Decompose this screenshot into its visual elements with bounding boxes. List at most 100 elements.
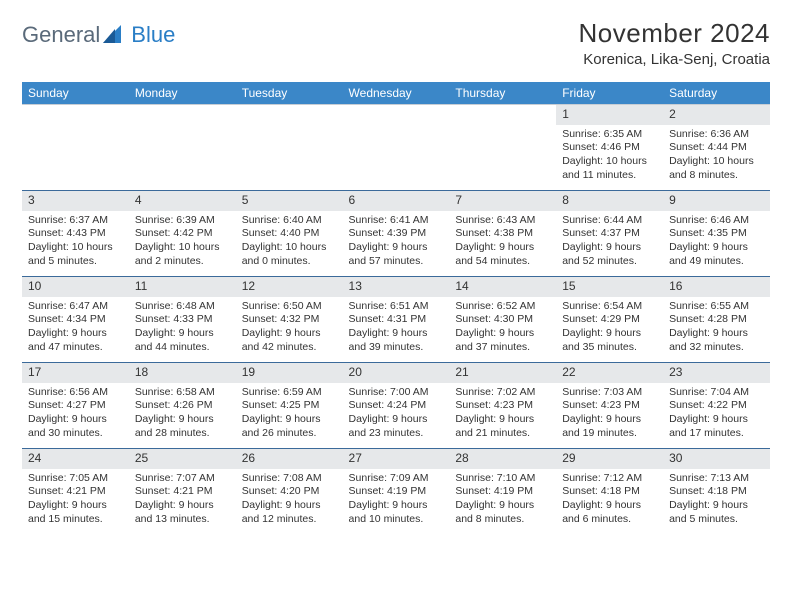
day-details: Sunrise: 6:37 AMSunset: 4:43 PMDaylight:… — [28, 214, 123, 269]
sunrise-text: Sunrise: 7:02 AM — [455, 386, 550, 400]
calendar-day-cell: 6Sunrise: 6:41 AMSunset: 4:39 PMDaylight… — [343, 191, 450, 277]
daylight-text: Daylight: 9 hours and 49 minutes. — [669, 241, 764, 268]
weekday-header-row: Sunday Monday Tuesday Wednesday Thursday… — [22, 82, 770, 105]
calendar-day-cell: 11Sunrise: 6:48 AMSunset: 4:33 PMDayligh… — [129, 277, 236, 363]
sunrise-text: Sunrise: 7:09 AM — [349, 472, 444, 486]
calendar-day-cell: 9 Sunrise: 6:46 AMSunset: 4:35 PMDaylight… — [663, 191, 770, 277]
calendar-day-cell: 18Sunrise: 6:58 AMSunset: 4:26 PMDayligh… — [129, 363, 236, 449]
sunrise-text: Sunrise: 7:08 AM — [242, 472, 337, 486]
calendar-day-cell: 10Sunrise: 6:47 AMSunset: 4:34 PMDayligh… — [22, 277, 129, 363]
daylight-text: Daylight: 10 hours and 11 minutes. — [562, 155, 657, 182]
logo-sail-icon — [103, 25, 123, 48]
daylight-text: Daylight: 9 hours and 57 minutes. — [349, 241, 444, 268]
day-details: Sunrise: 7:05 AMSunset: 4:21 PMDaylight:… — [28, 472, 123, 527]
day-details: Sunrise: 7:13 AMSunset: 4:18 PMDaylight:… — [669, 472, 764, 527]
day-number: 15 — [556, 277, 663, 297]
daylight-text: Daylight: 9 hours and 26 minutes. — [242, 413, 337, 440]
day-details: Sunrise: 6:58 AMSunset: 4:26 PMDaylight:… — [135, 386, 230, 441]
calendar-day-cell: 28Sunrise: 7:10 AMSunset: 4:19 PMDayligh… — [449, 449, 556, 535]
weekday-header: Monday — [129, 82, 236, 105]
day-details: Sunrise: 6:59 AMSunset: 4:25 PMDaylight:… — [242, 386, 337, 441]
calendar-day-cell: 29Sunrise: 7:12 AMSunset: 4:18 PMDayligh… — [556, 449, 663, 535]
title-block: November 2024 Korenica, Lika-Senj, Croat… — [579, 18, 771, 68]
sunrise-text: Sunrise: 6:44 AM — [562, 214, 657, 228]
sunrise-text: Sunrise: 7:13 AM — [669, 472, 764, 486]
day-details: Sunrise: 6:51 AMSunset: 4:31 PMDaylight:… — [349, 300, 444, 355]
daylight-text: Daylight: 9 hours and 39 minutes. — [349, 327, 444, 354]
daylight-text: Daylight: 9 hours and 28 minutes. — [135, 413, 230, 440]
day-details: Sunrise: 7:04 AMSunset: 4:22 PMDaylight:… — [669, 386, 764, 441]
sunrise-text: Sunrise: 7:07 AM — [135, 472, 230, 486]
daylight-text: Daylight: 9 hours and 44 minutes. — [135, 327, 230, 354]
daylight-text: Daylight: 9 hours and 23 minutes. — [349, 413, 444, 440]
calendar-day-cell — [449, 105, 556, 191]
day-number: 9 — [663, 191, 770, 211]
sunrise-text: Sunrise: 6:48 AM — [135, 300, 230, 314]
sunset-text: Sunset: 4:18 PM — [562, 485, 657, 499]
month-title: November 2024 — [579, 18, 771, 49]
sunset-text: Sunset: 4:30 PM — [455, 313, 550, 327]
day-details: Sunrise: 7:09 AMSunset: 4:19 PMDaylight:… — [349, 472, 444, 527]
day-number: 26 — [236, 449, 343, 469]
sunrise-text: Sunrise: 7:05 AM — [28, 472, 123, 486]
daylight-text: Daylight: 9 hours and 32 minutes. — [669, 327, 764, 354]
sunset-text: Sunset: 4:21 PM — [135, 485, 230, 499]
day-details: Sunrise: 6:48 AMSunset: 4:33 PMDaylight:… — [135, 300, 230, 355]
day-details: Sunrise: 6:50 AMSunset: 4:32 PMDaylight:… — [242, 300, 337, 355]
calendar-day-cell: 26 Sunrise: 7:08 AMSunset: 4:20 PMDayligh… — [236, 449, 343, 535]
daylight-text: Daylight: 9 hours and 15 minutes. — [28, 499, 123, 526]
day-number: 20 — [343, 363, 450, 383]
weekday-header: Wednesday — [343, 82, 450, 105]
weekday-header: Friday — [556, 82, 663, 105]
sunset-text: Sunset: 4:19 PM — [349, 485, 444, 499]
calendar-body: 1Sunrise: 6:35 AMSunset: 4:46 PMDaylight… — [22, 105, 770, 535]
calendar-day-cell: 17Sunrise: 6:56 AMSunset: 4:27 PMDayligh… — [22, 363, 129, 449]
sunrise-text: Sunrise: 6:56 AM — [28, 386, 123, 400]
daylight-text: Daylight: 9 hours and 13 minutes. — [135, 499, 230, 526]
sunset-text: Sunset: 4:24 PM — [349, 399, 444, 413]
day-details: Sunrise: 6:46 AMSunset: 4:35 PMDaylight:… — [669, 214, 764, 269]
calendar-day-cell — [129, 105, 236, 191]
day-number: 30 — [663, 449, 770, 469]
day-details: Sunrise: 7:07 AMSunset: 4:21 PMDaylight:… — [135, 472, 230, 527]
calendar-table: Sunday Monday Tuesday Wednesday Thursday… — [22, 82, 770, 535]
calendar-day-cell: 12Sunrise: 6:50 AMSunset: 4:32 PMDayligh… — [236, 277, 343, 363]
calendar-day-cell: 1Sunrise: 6:35 AMSunset: 4:46 PMDaylight… — [556, 105, 663, 191]
sunset-text: Sunset: 4:28 PM — [669, 313, 764, 327]
sunrise-text: Sunrise: 6:52 AM — [455, 300, 550, 314]
calendar-day-cell: 24Sunrise: 7:05 AMSunset: 4:21 PMDayligh… — [22, 449, 129, 535]
day-details: Sunrise: 7:08 AMSunset: 4:20 PMDaylight:… — [242, 472, 337, 527]
daylight-text: Daylight: 10 hours and 0 minutes. — [242, 241, 337, 268]
sunset-text: Sunset: 4:25 PM — [242, 399, 337, 413]
sunset-text: Sunset: 4:39 PM — [349, 227, 444, 241]
calendar-day-cell: 30 Sunrise: 7:13 AMSunset: 4:18 PMDayligh… — [663, 449, 770, 535]
day-number: 4 — [129, 191, 236, 211]
calendar-day-cell: 5Sunrise: 6:40 AMSunset: 4:40 PMDaylight… — [236, 191, 343, 277]
day-details: Sunrise: 7:00 AMSunset: 4:24 PMDaylight:… — [349, 386, 444, 441]
calendar-day-cell: 19Sunrise: 6:59 AMSunset: 4:25 PMDayligh… — [236, 363, 343, 449]
sunrise-text: Sunrise: 6:51 AM — [349, 300, 444, 314]
sunrise-text: Sunrise: 6:54 AM — [562, 300, 657, 314]
sunset-text: Sunset: 4:42 PM — [135, 227, 230, 241]
location-text: Korenica, Lika-Senj, Croatia — [579, 51, 771, 68]
day-number: 5 — [236, 191, 343, 211]
daylight-text: Daylight: 9 hours and 52 minutes. — [562, 241, 657, 268]
day-number: 2 — [663, 105, 770, 125]
calendar-day-cell — [22, 105, 129, 191]
calendar-day-cell: 3Sunrise: 6:37 AMSunset: 4:43 PMDaylight… — [22, 191, 129, 277]
day-details: Sunrise: 6:36 AMSunset: 4:44 PMDaylight:… — [669, 128, 764, 183]
sunset-text: Sunset: 4:33 PM — [135, 313, 230, 327]
daylight-text: Daylight: 9 hours and 30 minutes. — [28, 413, 123, 440]
sunrise-text: Sunrise: 6:40 AM — [242, 214, 337, 228]
calendar-day-cell — [236, 105, 343, 191]
sunset-text: Sunset: 4:31 PM — [349, 313, 444, 327]
sunset-text: Sunset: 4:35 PM — [669, 227, 764, 241]
sunrise-text: Sunrise: 6:58 AM — [135, 386, 230, 400]
sunset-text: Sunset: 4:27 PM — [28, 399, 123, 413]
sunrise-text: Sunrise: 6:41 AM — [349, 214, 444, 228]
sunrise-text: Sunrise: 7:00 AM — [349, 386, 444, 400]
logo-text-blue: Blue — [131, 22, 175, 48]
day-details: Sunrise: 7:03 AMSunset: 4:23 PMDaylight:… — [562, 386, 657, 441]
day-number: 14 — [449, 277, 556, 297]
calendar-day-cell: 27Sunrise: 7:09 AMSunset: 4:19 PMDayligh… — [343, 449, 450, 535]
